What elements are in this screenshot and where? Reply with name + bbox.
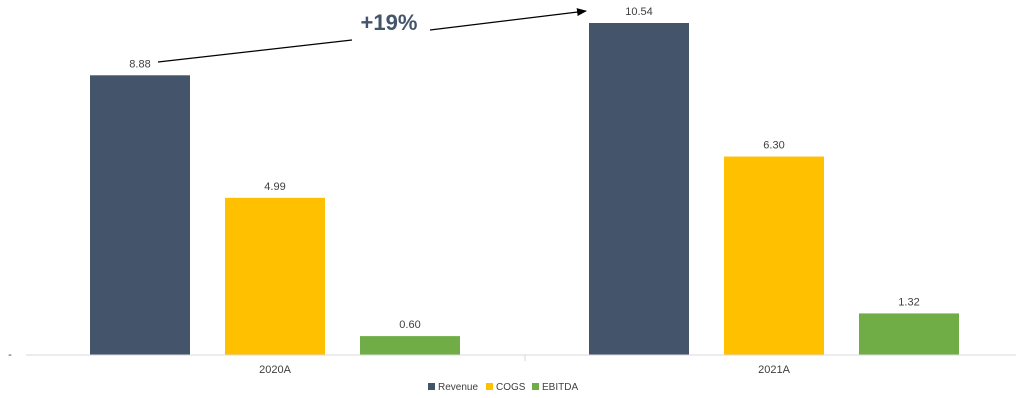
value-label-revenue-2020a: 8.88 (129, 58, 150, 70)
bar-cogs-2020a (225, 197, 325, 355)
legend-label-cogs: COGS (496, 382, 526, 393)
legend-swatch-cogs (486, 383, 493, 390)
legend-swatch-ebitda (532, 383, 539, 390)
category-labels-group: 2020A 2021A (259, 364, 790, 376)
value-labels-group: 8.88 4.99 0.60 10.54 6.30 1.32 (129, 6, 919, 331)
growth-arrow (157, 11, 586, 63)
legend-label-ebitda: EBITDA (542, 382, 578, 393)
category-label-2020a: 2020A (259, 364, 291, 376)
value-label-revenue-2021a: 10.54 (625, 6, 653, 18)
category-label-2021a: 2021A (758, 364, 790, 376)
y-axis-zero-label: - (8, 349, 12, 361)
growth-label: +19% (361, 10, 418, 35)
legend: Revenue COGS EBITDA (428, 382, 578, 393)
bar-ebitda-2020a (360, 336, 460, 355)
growth-annotation: +19% (157, 10, 586, 63)
legend-swatch-revenue (428, 383, 435, 390)
value-label-cogs-2021a: 6.30 (763, 140, 784, 152)
bars-group (90, 23, 959, 355)
bar-revenue-2021a (589, 23, 689, 355)
bar-revenue-2020a (90, 75, 190, 355)
value-label-ebitda-2020a: 0.60 (399, 319, 420, 331)
bar-ebitda-2021a (859, 313, 959, 355)
legend-label-revenue: Revenue (438, 382, 478, 393)
bar-cogs-2021a (724, 156, 824, 355)
value-label-cogs-2020a: 4.99 (264, 181, 285, 193)
value-label-ebitda-2021a: 1.32 (898, 296, 919, 308)
